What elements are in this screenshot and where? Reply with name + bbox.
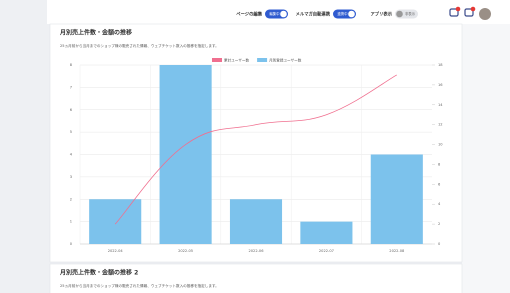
y2-tick-label: 12 — [438, 123, 443, 127]
legend-swatch — [212, 58, 222, 62]
screen: 月別売上件数・金額の推移 25ヵ月前から当月までのショップ様の販売された情報、ウ… — [0, 0, 510, 293]
avatar[interactable] — [479, 8, 491, 20]
legend-label: 月別登録ユーザー数 — [269, 57, 302, 62]
card-title: 月別売上件数・金額の推移 2 — [59, 269, 138, 277]
x-tick-label: 2022-07 — [319, 249, 334, 253]
toggle-state: 連携中 — [337, 11, 348, 16]
y-tick-label: 5 — [70, 130, 72, 134]
card-subtitle: 25ヵ月前から当月までのショップ様の販売された情報、ウェブチケット数入の推移を指… — [60, 43, 219, 48]
y-tick-label: 2 — [70, 197, 72, 201]
y-tick-label: 3 — [70, 175, 72, 179]
y2-tick-label: 16 — [438, 83, 443, 87]
card — [50, 264, 462, 293]
y-tick-label: 1 — [70, 220, 72, 224]
toggle-label: ページの編集 — [236, 11, 262, 18]
toggle-label: アプリ表示 — [371, 11, 393, 18]
card-title: 月別売上件数・金額の推移 — [59, 29, 132, 37]
y2-tick-label: 14 — [438, 103, 443, 107]
y2-tick-label: 10 — [438, 143, 443, 147]
bar — [300, 222, 352, 244]
toggle-label: メルマガ自動連携 — [296, 11, 331, 18]
bar — [371, 155, 423, 245]
x-tick-label: 2022-08 — [389, 249, 405, 253]
x-tick-label: 2022-05 — [178, 249, 193, 253]
legend-swatch — [257, 58, 267, 62]
bar — [160, 65, 212, 244]
x-tick-label: 2022-06 — [248, 249, 264, 253]
toggle-state: 編集中 — [269, 11, 280, 16]
y2-tick-label: 18 — [438, 63, 443, 67]
page: {"header":{"toggles":[{"label":"ページの編集",… — [0, 0, 510, 293]
bar — [230, 199, 282, 244]
toggle-knob — [348, 11, 355, 18]
x-tick-label: 2022-04 — [108, 249, 124, 253]
toggle-state: 非表示 — [405, 11, 416, 16]
right-gutter — [462, 24, 510, 293]
y2-tick-label: 2 — [438, 222, 440, 226]
card-subtitle: 25ヵ月前から当月までのショップ様の販売された情報、ウェブチケット数入の推移を指… — [60, 283, 219, 288]
legend-label: 累計ユーザー数 — [224, 57, 249, 62]
y-tick-label: 7 — [70, 85, 72, 89]
bar — [89, 199, 141, 244]
toggle-knob — [396, 11, 403, 18]
toggle-knob — [280, 11, 287, 18]
